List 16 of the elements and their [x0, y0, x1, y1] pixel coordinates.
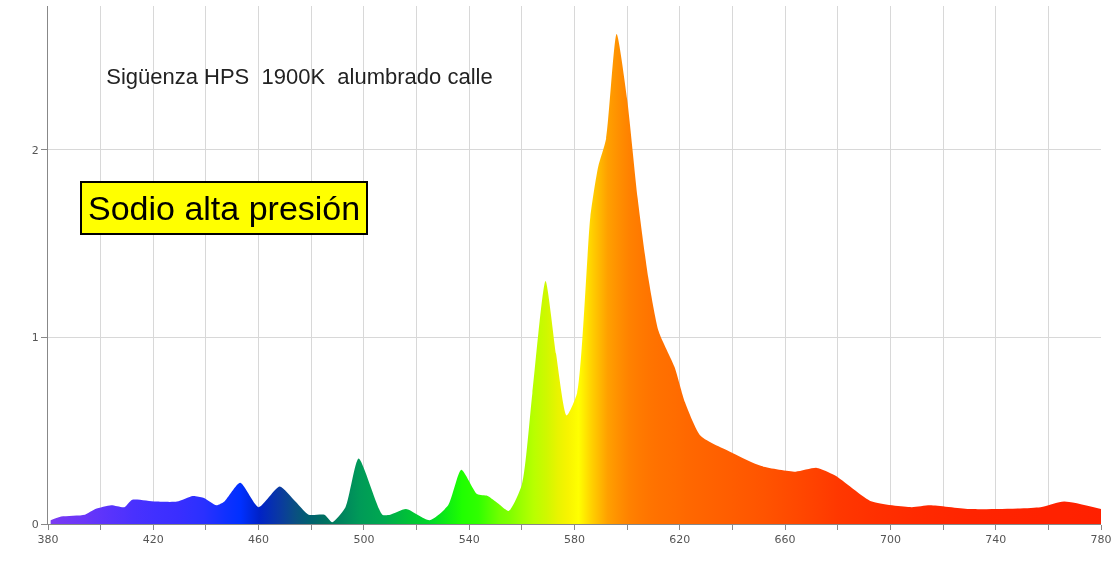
- x-tick-label: 620: [669, 533, 691, 547]
- x-tick-label: 420: [142, 533, 164, 547]
- y-tick-label: 1: [31, 330, 39, 344]
- x-tick-label: 740: [985, 533, 1007, 547]
- x-tick-label: 500: [353, 533, 375, 547]
- x-tick-label: 460: [248, 533, 270, 547]
- y-tick-label: 0: [31, 517, 39, 531]
- text: Sigüenza HPS 1900K alumbrado calle: [106, 63, 493, 89]
- x-tick-label: 660: [774, 533, 796, 547]
- x-tick-label: 700: [879, 533, 901, 547]
- x-tick-label: 380: [37, 533, 59, 547]
- y-tick-label: 2: [31, 143, 39, 157]
- x-tick-label: 540: [458, 533, 480, 547]
- annotation: Sodio alta presión: [88, 189, 361, 227]
- x-tick-label: 780: [1090, 533, 1112, 547]
- x-tick-label: 580: [564, 533, 585, 547]
